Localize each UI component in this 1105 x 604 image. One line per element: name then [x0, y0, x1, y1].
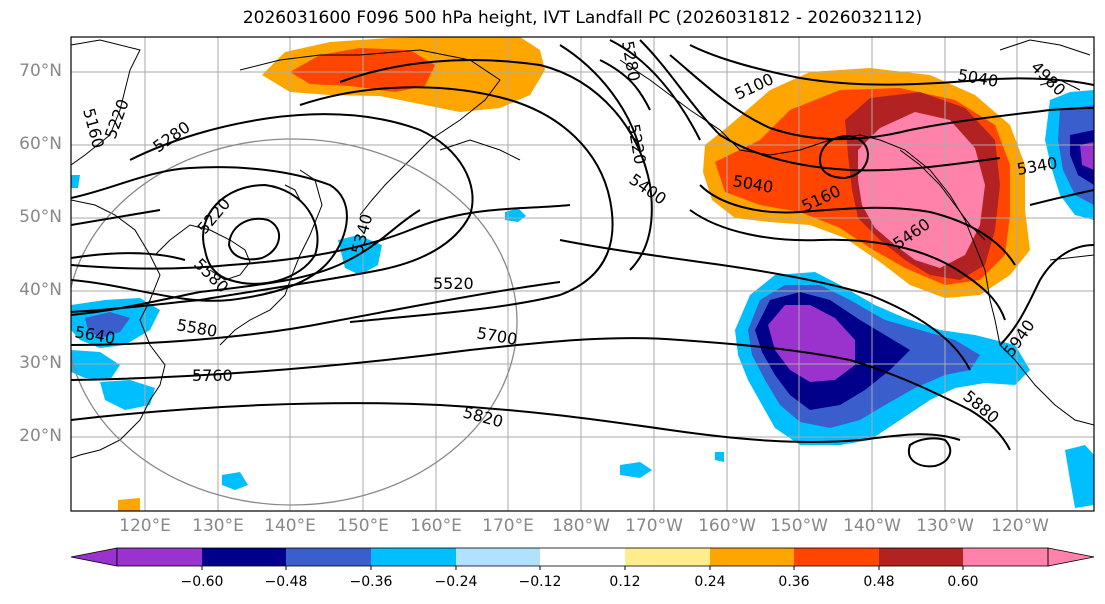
colorbar-tick: −0.24: [434, 574, 478, 590]
colorbar-tick: −0.12: [518, 574, 562, 590]
colorbar-tick: 0.36: [778, 574, 810, 590]
contour-label-5280-top: 5280: [618, 39, 644, 82]
lon-label-120w: 120°W: [991, 516, 1049, 536]
lat-label-60n: 60°N: [19, 134, 62, 154]
colorbar-max-extension: [1047, 547, 1095, 567]
lon-label-160w: 160°W: [698, 516, 756, 536]
contour-label-5220: 5220: [101, 97, 133, 142]
colorbar-min-extension: [70, 547, 118, 567]
contour-label-5220-east: 5220: [624, 122, 650, 165]
map-title: 2026031600 F096 500 hPa height, IVT Land…: [242, 8, 923, 28]
colorbar-tick: 0.24: [694, 574, 726, 590]
lon-label-180w: 180°W: [552, 516, 610, 536]
contour-label-5220-low: 5220: [194, 194, 235, 237]
lon-label-170e: 170°E: [482, 516, 534, 536]
lon-label-120e: 120°E: [119, 516, 171, 536]
negative-anomaly-central-pacific-peak: [768, 305, 855, 382]
lon-label-140e: 140°E: [264, 516, 316, 536]
contour-label-5040-north: 5040: [956, 65, 999, 91]
colorbar-tick: −0.60: [180, 574, 224, 590]
colorbar-tick: 0.12: [609, 574, 641, 590]
lon-label-160e: 160°E: [410, 516, 462, 536]
colorbar: [70, 547, 1095, 570]
contour-label-5760: 5760: [192, 366, 233, 385]
colorbar-tick: −0.36: [349, 574, 393, 590]
ivt-shading: [71, 37, 1094, 511]
lat-label-40n: 40°N: [19, 280, 62, 300]
lon-label-170w: 170°W: [625, 516, 683, 536]
contour-label-5520: 5520: [433, 274, 474, 293]
colorbar-tick: −0.48: [264, 574, 308, 590]
height-contours: [71, 39, 1094, 468]
contour-label-5700: 5700: [475, 323, 518, 349]
positive-anomaly-neast-peak: [858, 112, 985, 268]
lon-label-150e: 150°E: [337, 516, 389, 536]
map-frame: [70, 36, 1095, 512]
colorbar-tick: 0.60: [947, 574, 979, 590]
range-circle: [71, 138, 518, 506]
lon-label-130e: 130°E: [192, 516, 244, 536]
lon-label-150w: 150°W: [770, 516, 828, 536]
contour-label-5280: 5280: [149, 117, 193, 156]
lon-label-130w: 130°W: [916, 516, 974, 536]
contour-label-5820: 5820: [461, 403, 505, 432]
lon-label-140w: 140°W: [843, 516, 901, 536]
lat-label-70n: 70°N: [19, 61, 62, 81]
lat-label-20n: 20°N: [19, 426, 62, 446]
colorbar-tick: 0.48: [863, 574, 895, 590]
contour-label-5580: 5580: [175, 315, 218, 341]
lat-label-50n: 50°N: [19, 207, 62, 227]
lat-label-30n: 30°N: [19, 353, 62, 373]
